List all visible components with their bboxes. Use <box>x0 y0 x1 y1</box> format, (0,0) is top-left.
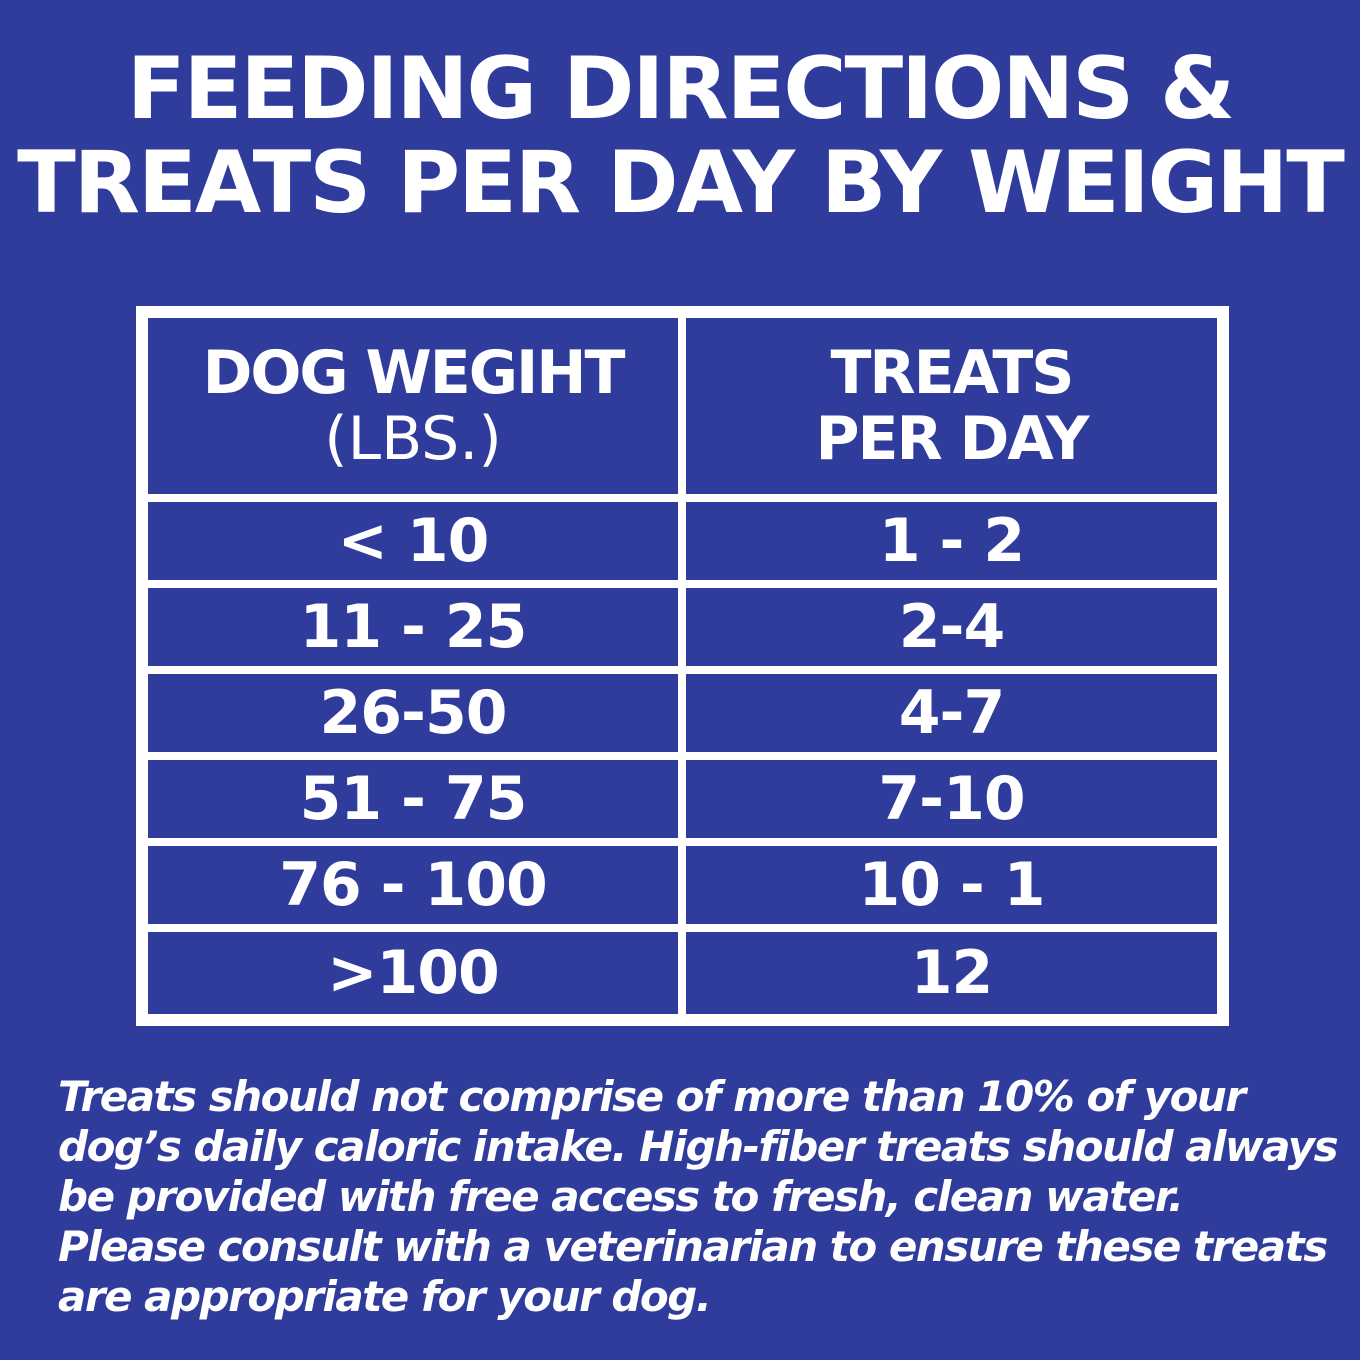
weight-value: < 10 <box>337 506 490 576</box>
table-row: 26-50 4-7 <box>148 666 1217 760</box>
weight-cell: >100 <box>148 924 686 1014</box>
title-line-2: TREATS PER DAY BY WEIGHT <box>17 133 1345 233</box>
weight-value: >100 <box>327 938 500 1008</box>
header-treats-per-day: TREATS PER DAY <box>678 318 1217 502</box>
weight-cell: < 10 <box>148 494 686 588</box>
treats-cell: 4-7 <box>678 666 1217 760</box>
title-line-1: FEEDING DIRECTIONS & <box>126 39 1235 139</box>
treats-cell: 1 - 2 <box>678 494 1217 588</box>
treats-cell: 12 <box>678 924 1217 1014</box>
header-treats-line-2: PER DAY <box>815 404 1090 474</box>
feeding-note: Treats should not comprise of more than … <box>58 1072 1339 1321</box>
table-row: 11 - 25 2-4 <box>148 580 1217 674</box>
header-treats-line-1: TREATS <box>830 338 1074 408</box>
feeding-table: DOG WEGIHT (LBS.) TREATS PER DAY < 10 1 … <box>148 318 1217 1014</box>
table-row: >100 12 <box>148 924 1217 1014</box>
treats-value: 12 <box>910 938 993 1008</box>
treats-cell: 7-10 <box>678 752 1217 846</box>
weight-value: 51 - 75 <box>299 764 528 834</box>
feeding-table-frame: DOG WEGIHT (LBS.) TREATS PER DAY < 10 1 … <box>136 306 1229 1026</box>
weight-value: 26-50 <box>319 678 508 748</box>
treats-value: 10 - 1 <box>858 850 1046 920</box>
treats-value: 2-4 <box>898 592 1005 662</box>
weight-cell: 26-50 <box>148 666 686 760</box>
header-dog-weight-unit: (LBS.) <box>324 404 502 474</box>
table-header-row: DOG WEGIHT (LBS.) TREATS PER DAY <box>148 318 1217 502</box>
weight-value: 11 - 25 <box>299 592 528 662</box>
weight-cell: 51 - 75 <box>148 752 686 846</box>
weight-value: 76 - 100 <box>279 850 547 920</box>
header-dog-weight: DOG WEGIHT (LBS.) <box>148 318 686 502</box>
weight-cell: 76 - 100 <box>148 838 686 932</box>
page-title: FEEDING DIRECTIONS & TREATS PER DAY BY W… <box>0 42 1360 230</box>
treats-cell: 2-4 <box>678 580 1217 674</box>
treats-value: 1 - 2 <box>878 506 1025 576</box>
table-row: 76 - 100 10 - 1 <box>148 838 1217 932</box>
table-row: < 10 1 - 2 <box>148 494 1217 588</box>
treats-value: 4-7 <box>898 678 1005 748</box>
treats-cell: 10 - 1 <box>678 838 1217 932</box>
header-dog-weight-label: DOG WEGIHT <box>202 338 626 408</box>
table-row: 51 - 75 7-10 <box>148 752 1217 846</box>
treats-value: 7-10 <box>878 764 1025 834</box>
weight-cell: 11 - 25 <box>148 580 686 674</box>
